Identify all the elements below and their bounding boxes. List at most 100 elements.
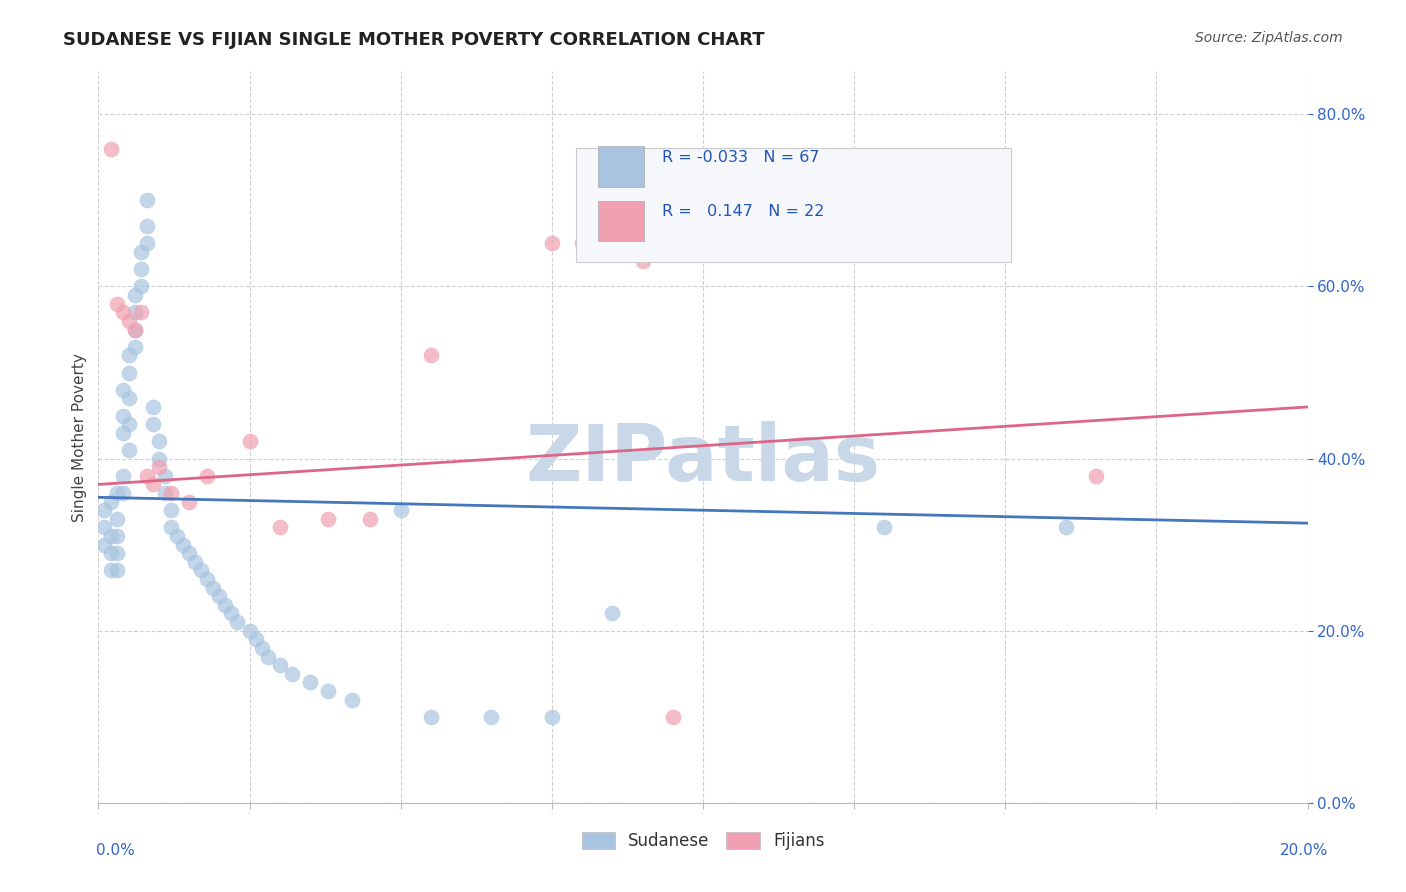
Point <box>316 512 339 526</box>
Point <box>100 546 122 560</box>
Point <box>111 425 134 440</box>
Point <box>93 520 115 534</box>
Point <box>111 468 134 483</box>
Point <box>111 305 134 319</box>
FancyBboxPatch shape <box>576 148 1011 261</box>
Point <box>269 658 291 673</box>
Point <box>281 666 304 681</box>
Point <box>124 305 146 319</box>
FancyBboxPatch shape <box>598 146 644 186</box>
Text: 0.0%: 0.0% <box>96 843 135 858</box>
Point <box>195 572 218 586</box>
Point <box>105 486 128 500</box>
Point <box>389 503 412 517</box>
Point <box>245 632 267 647</box>
Point <box>153 486 176 500</box>
Point <box>360 512 382 526</box>
Point <box>316 684 339 698</box>
Point <box>179 546 201 560</box>
Text: Source: ZipAtlas.com: Source: ZipAtlas.com <box>1195 31 1343 45</box>
Point <box>602 607 624 621</box>
Point <box>184 555 207 569</box>
Point <box>299 675 322 690</box>
Point <box>540 236 562 251</box>
Point <box>93 538 115 552</box>
Point <box>214 598 236 612</box>
Point <box>129 305 152 319</box>
Point <box>420 348 443 362</box>
Point <box>124 322 146 336</box>
Point <box>250 640 273 655</box>
Point <box>111 383 134 397</box>
Point <box>226 615 249 629</box>
Point <box>208 589 231 603</box>
Point <box>481 710 503 724</box>
Point <box>153 468 176 483</box>
Point <box>160 520 183 534</box>
Point <box>135 219 157 234</box>
Point <box>256 649 278 664</box>
Point <box>100 564 122 578</box>
Point <box>221 607 243 621</box>
Point <box>631 253 654 268</box>
Point <box>129 262 152 277</box>
Point <box>342 692 364 706</box>
Point <box>129 279 152 293</box>
Point <box>148 460 170 475</box>
Text: R =   0.147   N = 22: R = 0.147 N = 22 <box>662 204 824 219</box>
Point <box>142 477 165 491</box>
Point <box>124 288 146 302</box>
Point <box>105 296 128 310</box>
Point <box>142 417 165 432</box>
Point <box>124 322 146 336</box>
Point <box>195 468 218 483</box>
Point <box>179 494 201 508</box>
Point <box>118 348 141 362</box>
Point <box>540 710 562 724</box>
Point <box>93 503 115 517</box>
Point <box>118 417 141 432</box>
Point <box>420 710 443 724</box>
Point <box>135 468 157 483</box>
Point <box>100 142 122 156</box>
Point <box>111 409 134 423</box>
Point <box>873 520 896 534</box>
Point <box>118 366 141 380</box>
Point <box>105 512 128 526</box>
Text: R = -0.033   N = 67: R = -0.033 N = 67 <box>662 150 820 165</box>
Point <box>135 236 157 251</box>
Point <box>129 245 152 260</box>
Point <box>571 236 593 251</box>
Point <box>100 494 122 508</box>
Point <box>661 710 683 724</box>
Point <box>111 486 134 500</box>
Point <box>118 392 141 406</box>
Point <box>160 503 183 517</box>
Point <box>239 434 262 449</box>
Point <box>269 520 291 534</box>
Point <box>239 624 262 638</box>
Point <box>1054 520 1077 534</box>
Text: SUDANESE VS FIJIAN SINGLE MOTHER POVERTY CORRELATION CHART: SUDANESE VS FIJIAN SINGLE MOTHER POVERTY… <box>63 31 765 49</box>
Legend: Sudanese, Fijians: Sudanese, Fijians <box>575 825 831 856</box>
Point <box>190 564 212 578</box>
Point <box>105 529 128 543</box>
Point <box>124 340 146 354</box>
Point <box>105 564 128 578</box>
Point <box>1085 468 1108 483</box>
FancyBboxPatch shape <box>598 202 644 242</box>
Point <box>160 486 183 500</box>
Y-axis label: Single Mother Poverty: Single Mother Poverty <box>72 352 87 522</box>
Point <box>100 529 122 543</box>
Point <box>118 314 141 328</box>
Point <box>148 434 170 449</box>
Text: ZIPatlas: ZIPatlas <box>526 421 880 497</box>
Point <box>172 538 194 552</box>
Point <box>166 529 188 543</box>
Point <box>105 546 128 560</box>
Point <box>148 451 170 466</box>
Text: 20.0%: 20.0% <box>1281 843 1329 858</box>
Point <box>135 194 157 208</box>
Point <box>118 442 141 457</box>
Point <box>202 581 225 595</box>
